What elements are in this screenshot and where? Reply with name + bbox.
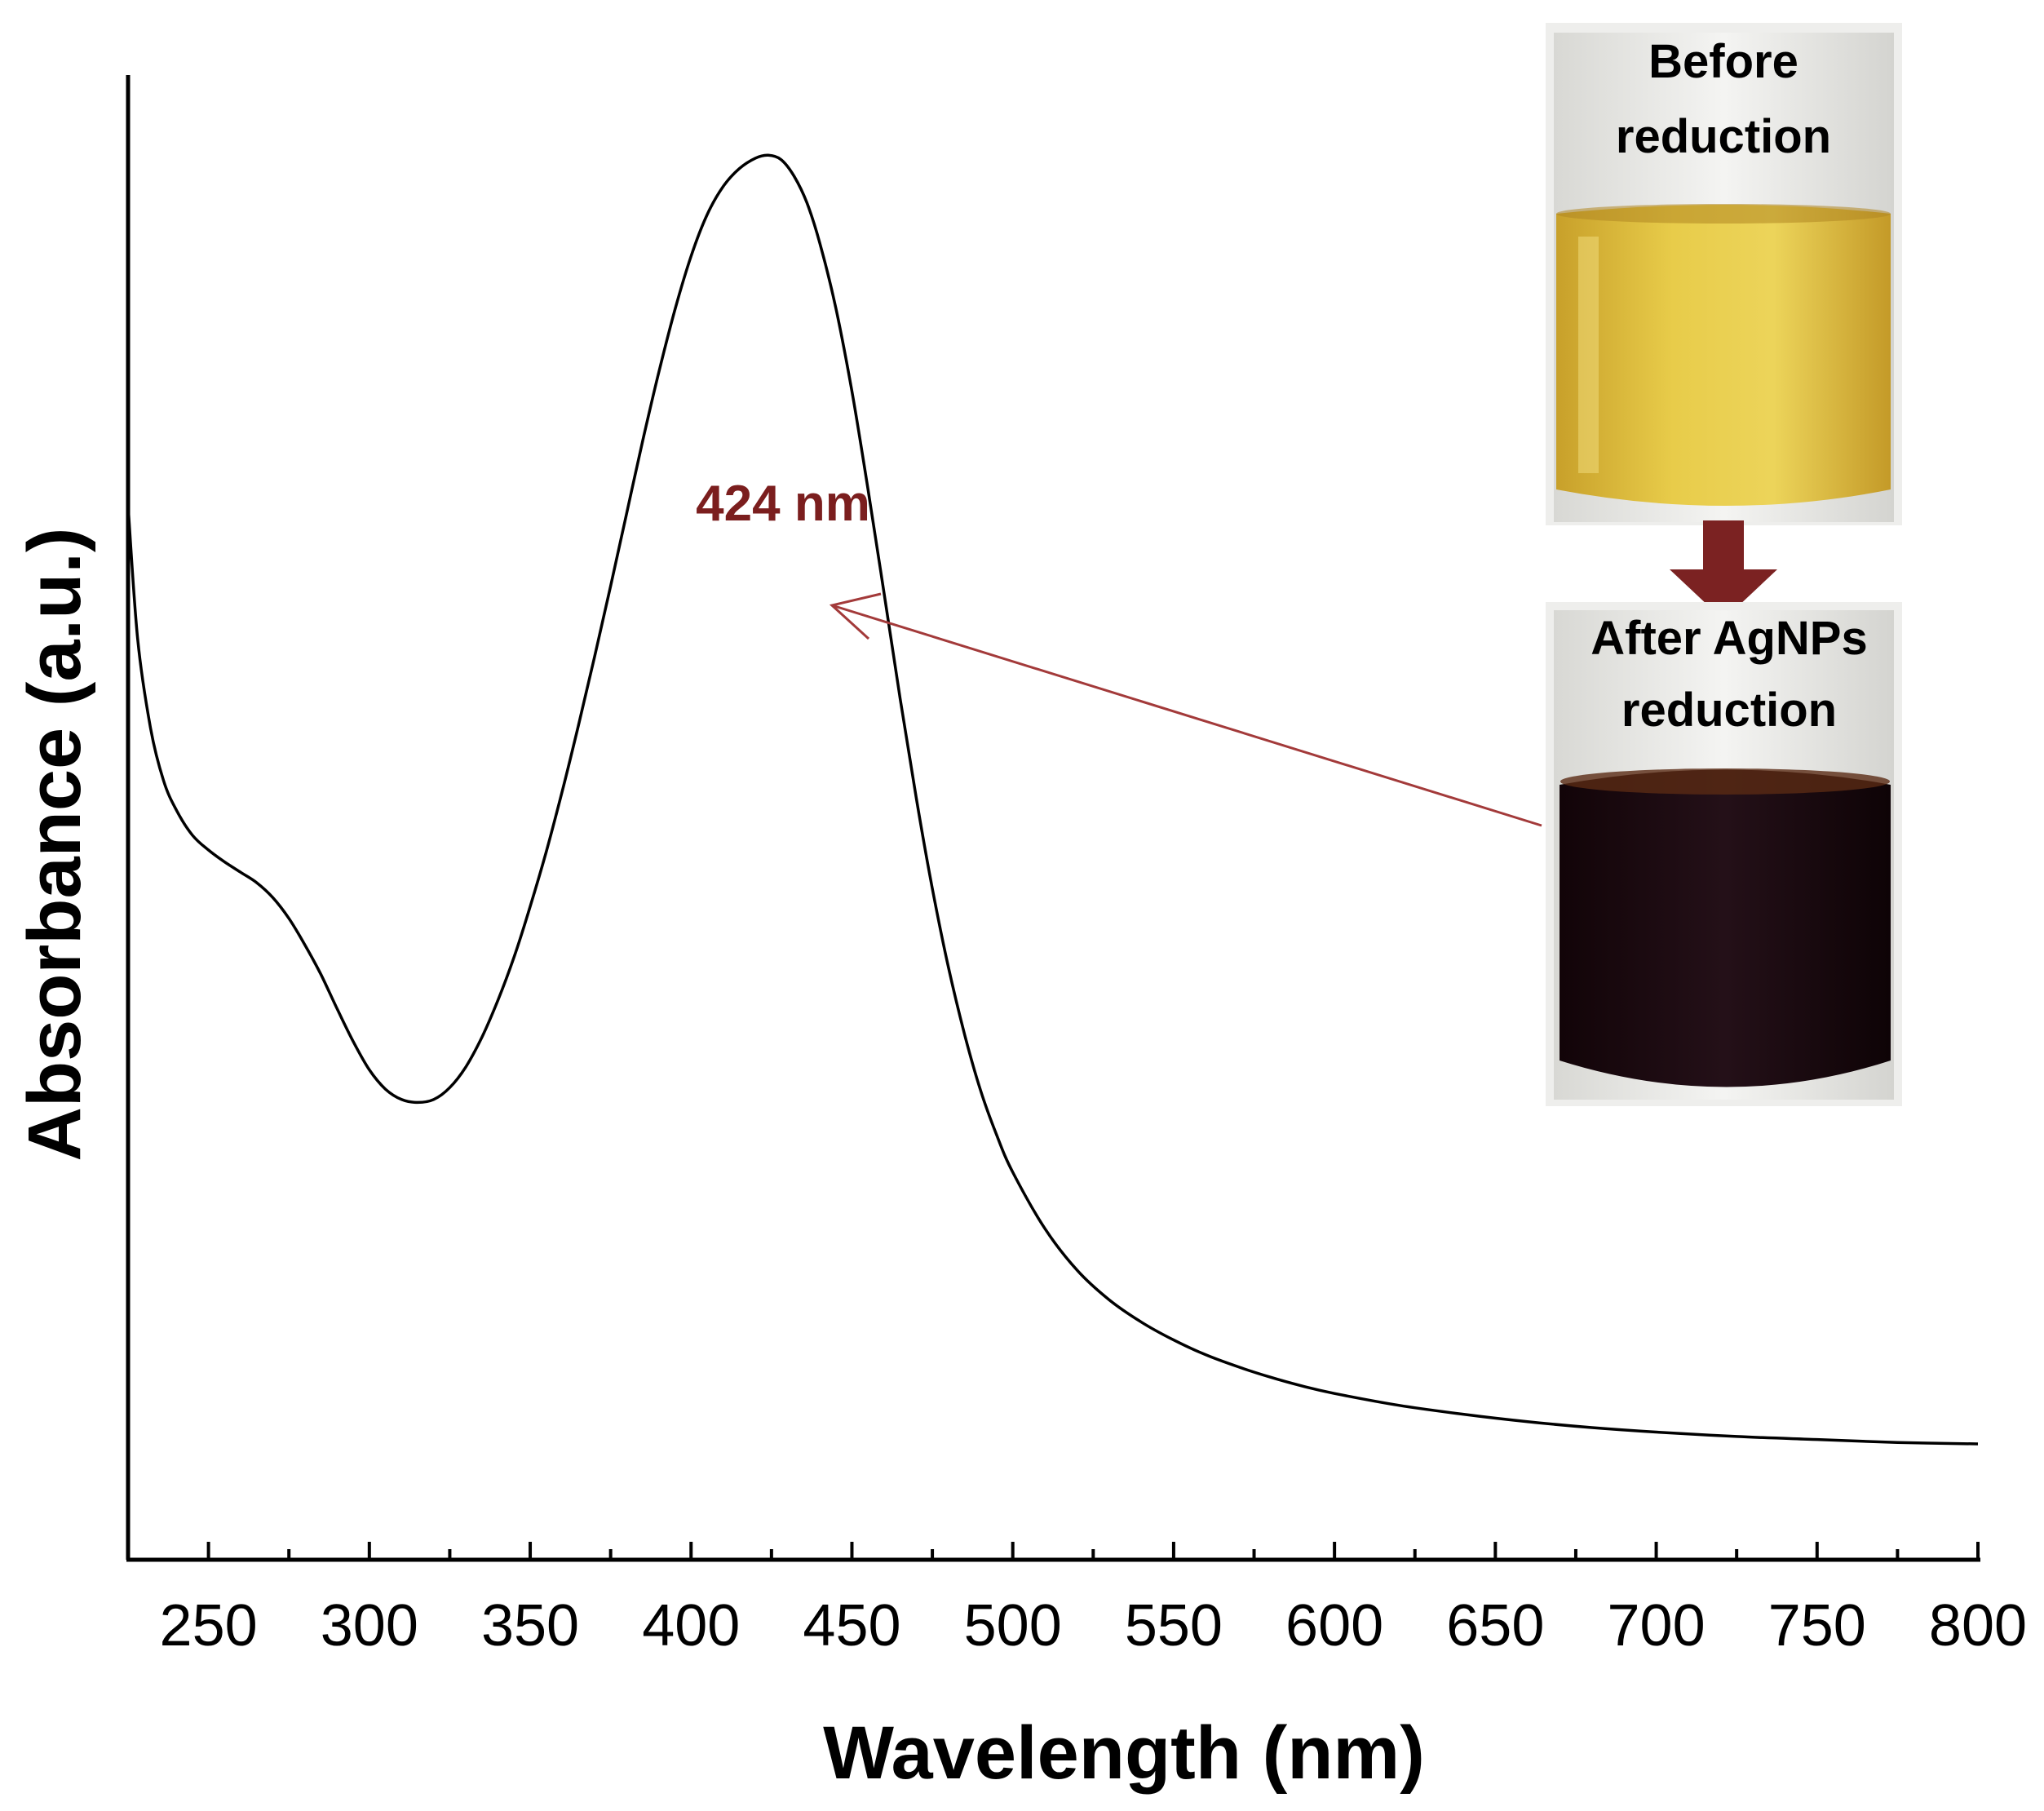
x-tick-label: 600 — [1285, 1593, 1383, 1658]
x-tick-label: 750 — [1768, 1593, 1866, 1658]
y-axis-title: Absorbance (a.u.) — [13, 527, 96, 1161]
peak-annotation-label: 424 nm — [696, 476, 870, 532]
x-tick-label: 550 — [1125, 1593, 1223, 1658]
x-tick-label: 300 — [321, 1593, 418, 1658]
after-label-line-1: After AgNPs — [1591, 612, 1867, 665]
x-tick-label: 650 — [1446, 1593, 1544, 1658]
x-tick-label: 700 — [1607, 1593, 1705, 1658]
x-tick-label: 250 — [160, 1593, 258, 1658]
x-tick-label: 400 — [642, 1593, 740, 1658]
vial-photo-before: Before reduction — [1546, 23, 1902, 525]
before-label-line-2: reduction — [1616, 110, 1831, 163]
x-axis-tick-labels: 250 300 350 400 450 500 550 600 650 700 750 800 — [160, 1593, 2028, 1658]
x-tick-label: 450 — [803, 1593, 900, 1658]
absorbance-curve — [126, 153, 1979, 1446]
transition-arrow-icon — [1670, 520, 1777, 620]
vial-photo-after: After AgNPs reduction — [1546, 602, 1902, 1106]
x-tick-label: 350 — [481, 1593, 579, 1658]
before-label-line-1: Before — [1648, 35, 1798, 88]
x-tick-label: 500 — [964, 1593, 1062, 1658]
peak-pointer-arrow — [829, 592, 1542, 827]
x-axis-ticks — [206, 1542, 1980, 1560]
x-axis-title: Wavelength (nm) — [823, 1711, 1425, 1795]
after-label-line-2: reduction — [1621, 684, 1837, 737]
x-tick-label: 800 — [1929, 1593, 2027, 1658]
